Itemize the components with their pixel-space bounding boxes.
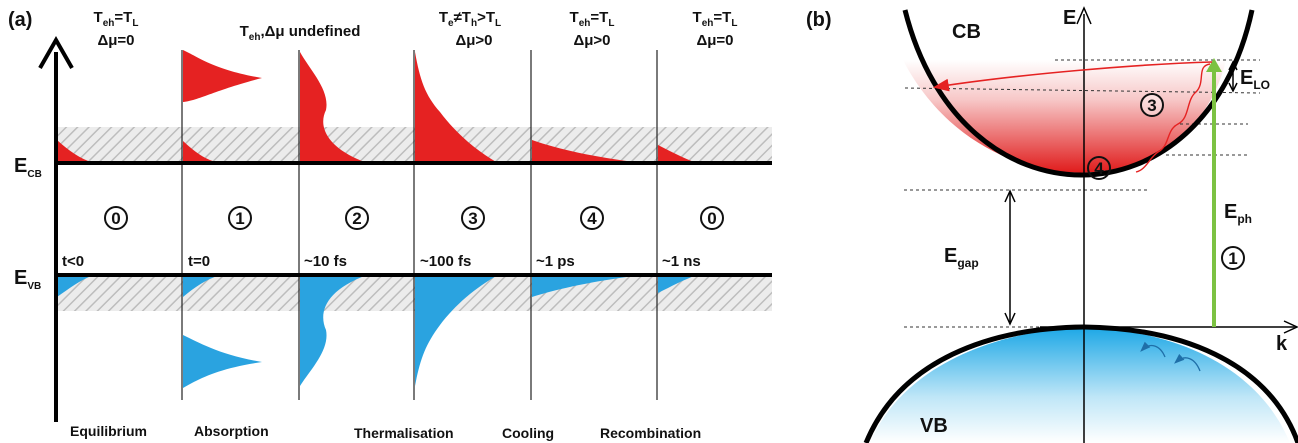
time-col-2: ~10 fs: [304, 253, 347, 270]
column-headers: Teh=TL Δμ=0 Teh,Δμ undefined Te≠Th>TL Δμ…: [94, 9, 738, 49]
e-cb-label: ECB: [14, 155, 42, 180]
stage-marker-col-4: 4: [580, 206, 604, 230]
vb-label: VB: [920, 415, 948, 437]
header-col-4-line2: Δμ>0: [573, 32, 610, 49]
process-labels: Equilibrium Absorption Thermalisation Co…: [70, 423, 701, 441]
energy-axis-b-arrowhead: [1076, 6, 1092, 25]
header-col-3-line2: Δμ>0: [455, 32, 492, 49]
cb-electron-fill: [903, 60, 1226, 173]
time-col-1: t=0: [188, 253, 210, 270]
hole-relax-arrow-2: [1174, 353, 1201, 372]
process-equilibrium: Equilibrium: [70, 423, 147, 439]
svg-text:4: 4: [1094, 159, 1104, 178]
panel-b-label: (b): [806, 9, 832, 31]
cb-label: CB: [952, 21, 981, 43]
time-col-0: t<0: [62, 253, 84, 270]
stage-marker-col-3: 3: [461, 206, 485, 230]
header-col-1: Teh,Δμ undefined: [240, 23, 361, 43]
hole-relax-arrow-1: [1140, 341, 1166, 358]
electron-distributions: [57, 50, 697, 163]
stage-marker-col-0: 0: [104, 206, 128, 230]
axis-k-label: k: [1276, 333, 1288, 355]
stage-markers: 0 1 2 3 4 0: [104, 206, 724, 230]
process-recombination: Recombination: [600, 425, 701, 441]
process-absorption: Absorption: [194, 423, 269, 439]
svg-text:3: 3: [1147, 96, 1156, 115]
k-axis-arrowhead: [1283, 320, 1298, 334]
svg-text:1: 1: [235, 209, 244, 228]
electron-scatter-arrow: [932, 61, 1213, 92]
time-col-5: ~1 ns: [662, 253, 701, 270]
column-separators: [181, 50, 658, 400]
header-col-0-line1: Teh=TL: [94, 9, 139, 29]
phonon-cascade-path: [1135, 63, 1211, 173]
time-col-3: ~100 fs: [420, 253, 471, 270]
e-gap-arrowheads: [1004, 189, 1016, 326]
header-col-4-line1: Teh=TL: [570, 9, 615, 29]
stage-marker-col-1: 1: [228, 206, 252, 230]
vb-hole-fill: [870, 328, 1290, 443]
process-cooling: Cooling: [502, 425, 554, 441]
hole-distributions: [57, 275, 697, 388]
e-lo-bracket-heads: [1228, 60, 1238, 93]
process-thermalisation: Thermalisation: [354, 425, 454, 441]
svg-text:1: 1: [1228, 249, 1237, 268]
stage-4-marker-b: 4: [1087, 156, 1111, 180]
e-vb-label: EVB: [14, 267, 41, 292]
stage-3-marker-b: 3: [1140, 93, 1164, 117]
header-col-5-line2: Δμ=0: [696, 32, 733, 49]
svg-text:2: 2: [352, 209, 361, 228]
svg-text:4: 4: [587, 209, 597, 228]
panel-a-label: (a): [8, 9, 32, 31]
energy-guide-lines: [904, 59, 1298, 328]
time-labels: t<0 t=0 ~10 fs ~100 fs ~1 ps ~1 ns: [62, 253, 701, 270]
photon-arrowhead: [1206, 58, 1222, 72]
svg-text:3: 3: [468, 209, 477, 228]
stage-marker-col-2: 2: [345, 206, 369, 230]
axis-e-label: E: [1063, 7, 1076, 29]
svg-text:0: 0: [707, 209, 716, 228]
stage-1-marker-b: 1: [1221, 246, 1245, 270]
header-col-0-line2: Δμ=0: [97, 32, 134, 49]
energy-axis-arrowhead: [38, 35, 74, 69]
panel-b: (b) E k CB VB: [806, 6, 1298, 443]
e-ph-label: Eph: [1224, 201, 1252, 226]
e-gap-label: Egap: [944, 245, 979, 270]
stage-marker-col-5: 0: [700, 206, 724, 230]
e-lo-label: ELO: [1240, 67, 1270, 92]
header-col-3-line1: Te≠Th>TL: [439, 9, 501, 29]
panel-a: (a): [8, 9, 772, 441]
header-col-5-line1: Teh=TL: [693, 9, 738, 29]
time-col-4: ~1 ps: [536, 253, 575, 270]
svg-text:0: 0: [111, 209, 120, 228]
